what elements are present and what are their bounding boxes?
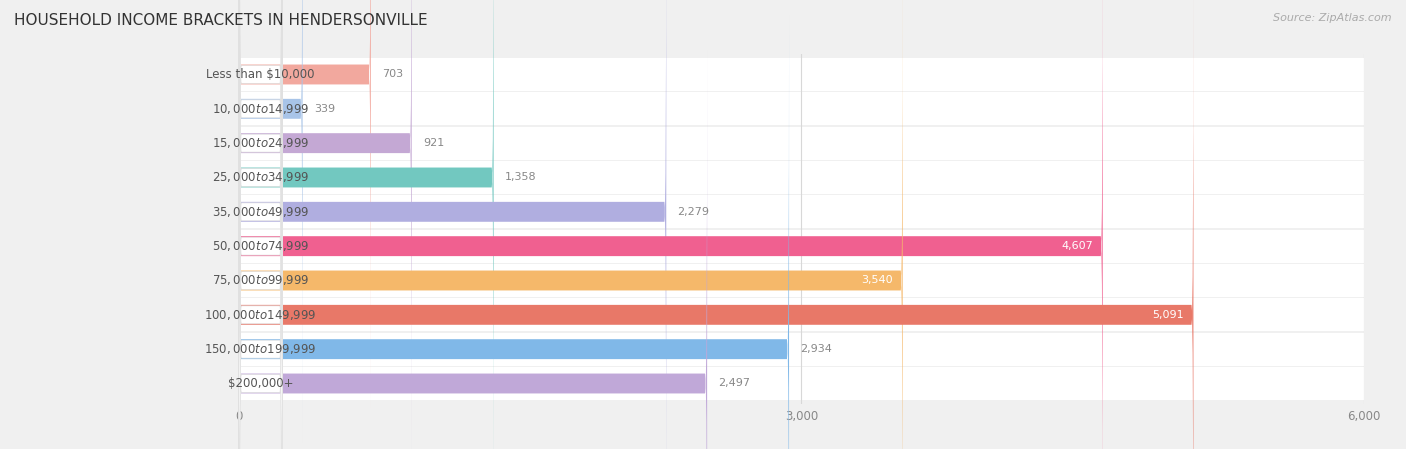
Text: 2,497: 2,497	[718, 379, 751, 388]
FancyBboxPatch shape	[239, 0, 283, 449]
FancyBboxPatch shape	[239, 0, 283, 449]
Text: Source: ZipAtlas.com: Source: ZipAtlas.com	[1274, 13, 1392, 23]
FancyBboxPatch shape	[239, 0, 302, 442]
FancyBboxPatch shape	[239, 0, 371, 408]
FancyBboxPatch shape	[239, 127, 1364, 160]
FancyBboxPatch shape	[239, 0, 283, 449]
Text: $25,000 to $34,999: $25,000 to $34,999	[212, 171, 309, 185]
Text: $35,000 to $49,999: $35,000 to $49,999	[212, 205, 309, 219]
Text: HOUSEHOLD INCOME BRACKETS IN HENDERSONVILLE: HOUSEHOLD INCOME BRACKETS IN HENDERSONVI…	[14, 13, 427, 28]
FancyBboxPatch shape	[239, 92, 1364, 125]
FancyBboxPatch shape	[239, 0, 283, 449]
Text: 2,279: 2,279	[678, 207, 710, 217]
FancyBboxPatch shape	[239, 264, 1364, 297]
FancyBboxPatch shape	[239, 0, 283, 449]
FancyBboxPatch shape	[239, 0, 494, 449]
Text: $200,000+: $200,000+	[228, 377, 294, 390]
Text: $15,000 to $24,999: $15,000 to $24,999	[212, 136, 309, 150]
Text: $75,000 to $99,999: $75,000 to $99,999	[212, 273, 309, 287]
Text: $100,000 to $149,999: $100,000 to $149,999	[204, 308, 316, 322]
Text: 339: 339	[314, 104, 335, 114]
FancyBboxPatch shape	[239, 230, 1364, 263]
Text: $50,000 to $74,999: $50,000 to $74,999	[212, 239, 309, 253]
FancyBboxPatch shape	[239, 0, 283, 449]
FancyBboxPatch shape	[239, 0, 283, 449]
Text: 2,934: 2,934	[800, 344, 832, 354]
FancyBboxPatch shape	[239, 58, 1364, 91]
FancyBboxPatch shape	[239, 0, 1102, 449]
Text: 921: 921	[423, 138, 444, 148]
FancyBboxPatch shape	[239, 367, 1364, 400]
FancyBboxPatch shape	[239, 0, 666, 449]
FancyBboxPatch shape	[239, 0, 283, 449]
FancyBboxPatch shape	[239, 333, 1364, 365]
FancyBboxPatch shape	[239, 50, 707, 449]
Text: 5,091: 5,091	[1153, 310, 1184, 320]
Text: $10,000 to $14,999: $10,000 to $14,999	[212, 102, 309, 116]
FancyBboxPatch shape	[239, 0, 903, 449]
FancyBboxPatch shape	[239, 0, 412, 449]
FancyBboxPatch shape	[239, 0, 283, 449]
FancyBboxPatch shape	[239, 161, 1364, 194]
Text: 3,540: 3,540	[862, 276, 893, 286]
Text: $150,000 to $199,999: $150,000 to $199,999	[204, 342, 316, 356]
Text: 4,607: 4,607	[1062, 241, 1094, 251]
FancyBboxPatch shape	[239, 298, 1364, 331]
FancyBboxPatch shape	[239, 0, 1194, 449]
FancyBboxPatch shape	[239, 195, 1364, 228]
Text: 703: 703	[382, 70, 404, 79]
Text: Less than $10,000: Less than $10,000	[207, 68, 315, 81]
FancyBboxPatch shape	[239, 0, 283, 449]
Text: 1,358: 1,358	[505, 172, 537, 182]
FancyBboxPatch shape	[239, 16, 789, 449]
